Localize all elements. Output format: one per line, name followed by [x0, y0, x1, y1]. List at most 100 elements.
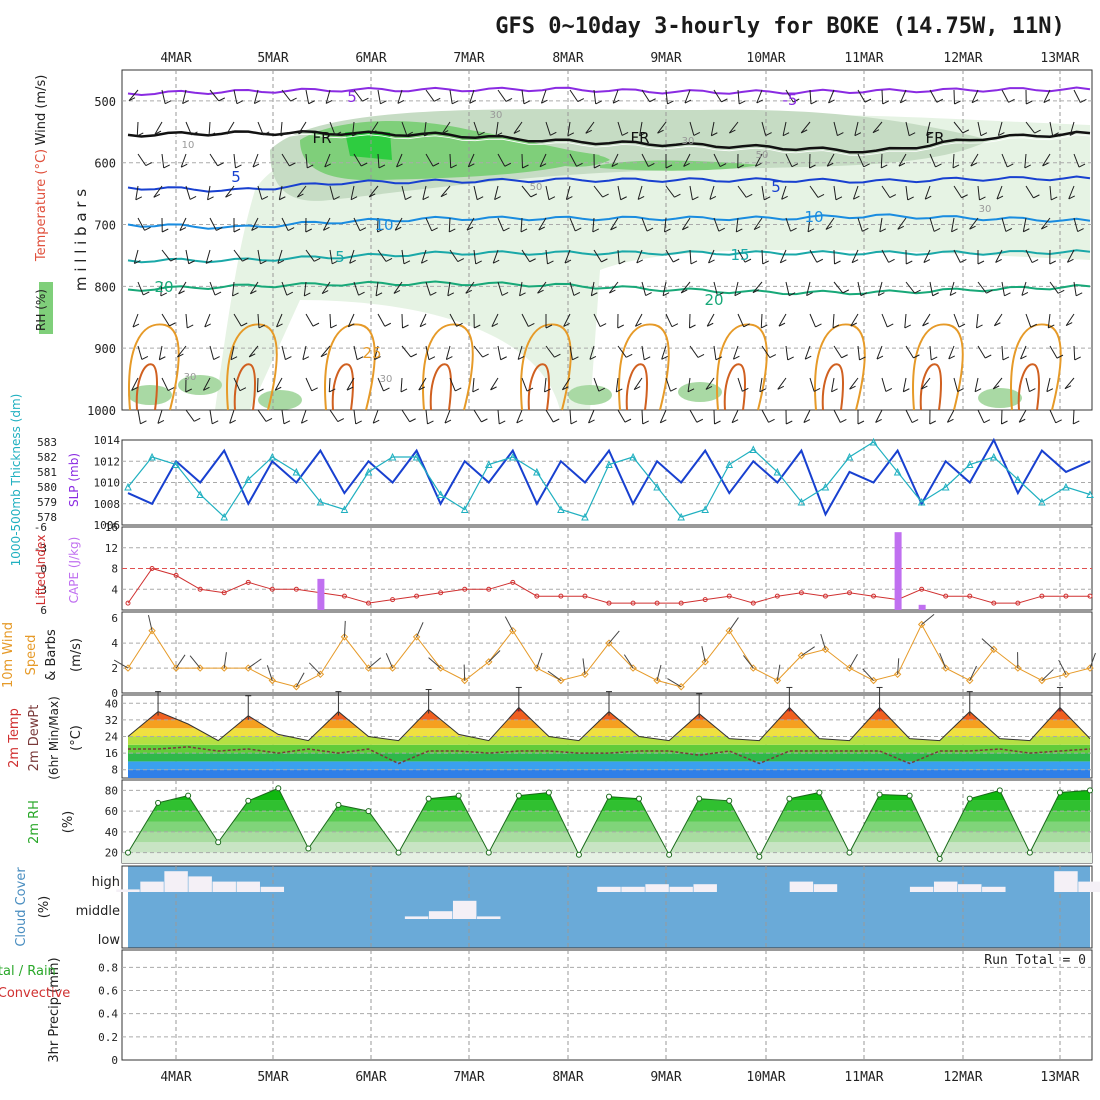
wind-speed-point — [388, 664, 397, 672]
wind-barb-flag — [705, 386, 713, 390]
wind-barb-flag — [1078, 163, 1086, 168]
contour-label: 10 — [374, 216, 393, 234]
wind-barb-flag — [356, 356, 364, 361]
wind-barb-flag — [550, 131, 557, 136]
wind-barb — [465, 281, 475, 294]
wind-barb — [445, 345, 451, 360]
wind-barb-10m — [1089, 652, 1096, 669]
contour-label: 5 — [335, 248, 345, 266]
wind-barb-flag — [610, 226, 617, 231]
wind-barb — [473, 249, 477, 264]
wind-barb-flag — [949, 292, 957, 296]
wind-barb — [425, 153, 434, 167]
wind-barb — [423, 121, 427, 136]
contour-label: 50 — [530, 182, 543, 193]
wind-barb-flag — [144, 226, 151, 231]
wind-barb — [353, 281, 360, 296]
wind-barb-flag — [761, 324, 768, 329]
wind-barb — [1064, 377, 1075, 390]
wind-barb — [809, 185, 819, 198]
wind-barb — [778, 313, 787, 327]
wind-barb-flag — [620, 196, 627, 201]
rh-point — [996, 787, 1003, 794]
thickness-line — [127, 441, 1091, 518]
wind-barb-flag — [657, 129, 664, 134]
wind-barb-flag — [1067, 258, 1074, 263]
wind-barb — [832, 313, 835, 329]
wind-barb-flag — [547, 260, 554, 265]
wind-barb — [205, 249, 211, 264]
wind-barb-flag — [857, 420, 865, 425]
wind-barb — [1073, 153, 1080, 168]
wind-barb-flag — [709, 195, 717, 200]
wind-barb — [1046, 377, 1051, 392]
wind-barb-flag — [140, 420, 147, 425]
thickness-point — [172, 460, 180, 468]
rh-point — [1087, 787, 1093, 794]
wind-barb-flag — [780, 259, 787, 264]
wind-barb-flag — [763, 196, 771, 201]
isotherm-5 — [127, 175, 1091, 193]
wind-barb — [807, 217, 811, 232]
wind-barb-10m — [428, 657, 441, 669]
wind-barb — [1049, 281, 1059, 294]
precip-legend-total: Total / Rain — [0, 964, 56, 979]
wind-barb-flag — [806, 292, 813, 297]
temp-units-ylabel: (°C) — [69, 725, 84, 751]
contour-label: FR — [630, 129, 649, 147]
date-label-top: 7MAR — [453, 51, 484, 66]
wind-barb-flag — [639, 132, 646, 137]
wind-barb-10m — [582, 658, 586, 675]
wind-barb-flag — [1043, 99, 1051, 104]
rh-point — [545, 789, 552, 796]
isotherm-30 — [527, 363, 550, 411]
wind-barb — [131, 377, 139, 391]
wind-barb-flag — [563, 323, 570, 327]
wind-barb — [857, 217, 863, 232]
wind-barb — [207, 185, 211, 200]
wind-barb — [689, 121, 695, 136]
wind-barb-flag — [1042, 162, 1049, 167]
wind-barb — [977, 281, 987, 294]
wind-barb — [350, 185, 355, 200]
wind-barb — [274, 377, 283, 391]
wind-barb-10m — [463, 664, 466, 681]
wind-barb — [209, 409, 213, 424]
wind-barb-flag — [585, 129, 592, 134]
wind-barb-flag — [1050, 196, 1058, 201]
wind-barb-flag — [311, 387, 318, 392]
wind-barb — [449, 377, 456, 392]
wind-barb-flag — [599, 323, 607, 328]
wind-barb-flag — [554, 353, 561, 358]
wind-barb-flag — [350, 196, 358, 201]
wind-barb — [833, 281, 844, 294]
wind-barb-flag — [809, 164, 816, 169]
wind-barb-flag — [297, 193, 304, 198]
wind-barb-flag — [397, 99, 405, 104]
cape-tick-label: 12 — [105, 542, 118, 555]
wind-barb — [497, 409, 500, 424]
upper-ylabel-temperature: Temperature (°C) — [34, 149, 49, 262]
wind-barb-flag — [203, 386, 210, 391]
temp-band — [122, 695, 1092, 703]
cloud-level-label: low — [98, 933, 121, 948]
wind-barb-flag — [289, 162, 296, 167]
wind-barb — [881, 185, 891, 198]
wind-barb-flag — [355, 420, 362, 425]
wind-barb-flag — [693, 132, 701, 136]
temp-band — [128, 753, 1090, 762]
wind-barb-flag — [252, 163, 260, 168]
wind-barb-flag — [348, 323, 355, 328]
wind-barb-flag — [225, 193, 232, 198]
wind-barb-flag — [468, 163, 475, 168]
wind-barb-flag — [306, 164, 314, 169]
isotherm-30 — [625, 363, 648, 411]
upper-frame — [121, 69, 1093, 411]
wind-barb-flag — [684, 99, 692, 104]
wind-barb-flag — [424, 132, 431, 137]
wind-barb-flag — [428, 356, 436, 361]
wind-barb-flag — [851, 259, 859, 264]
wind-barb-flag — [835, 196, 843, 201]
wind-barb-flag — [635, 322, 642, 327]
wind-barb — [1049, 345, 1058, 359]
